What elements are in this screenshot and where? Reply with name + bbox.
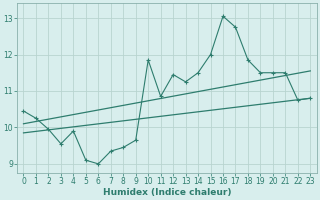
X-axis label: Humidex (Indice chaleur): Humidex (Indice chaleur)	[103, 188, 231, 197]
